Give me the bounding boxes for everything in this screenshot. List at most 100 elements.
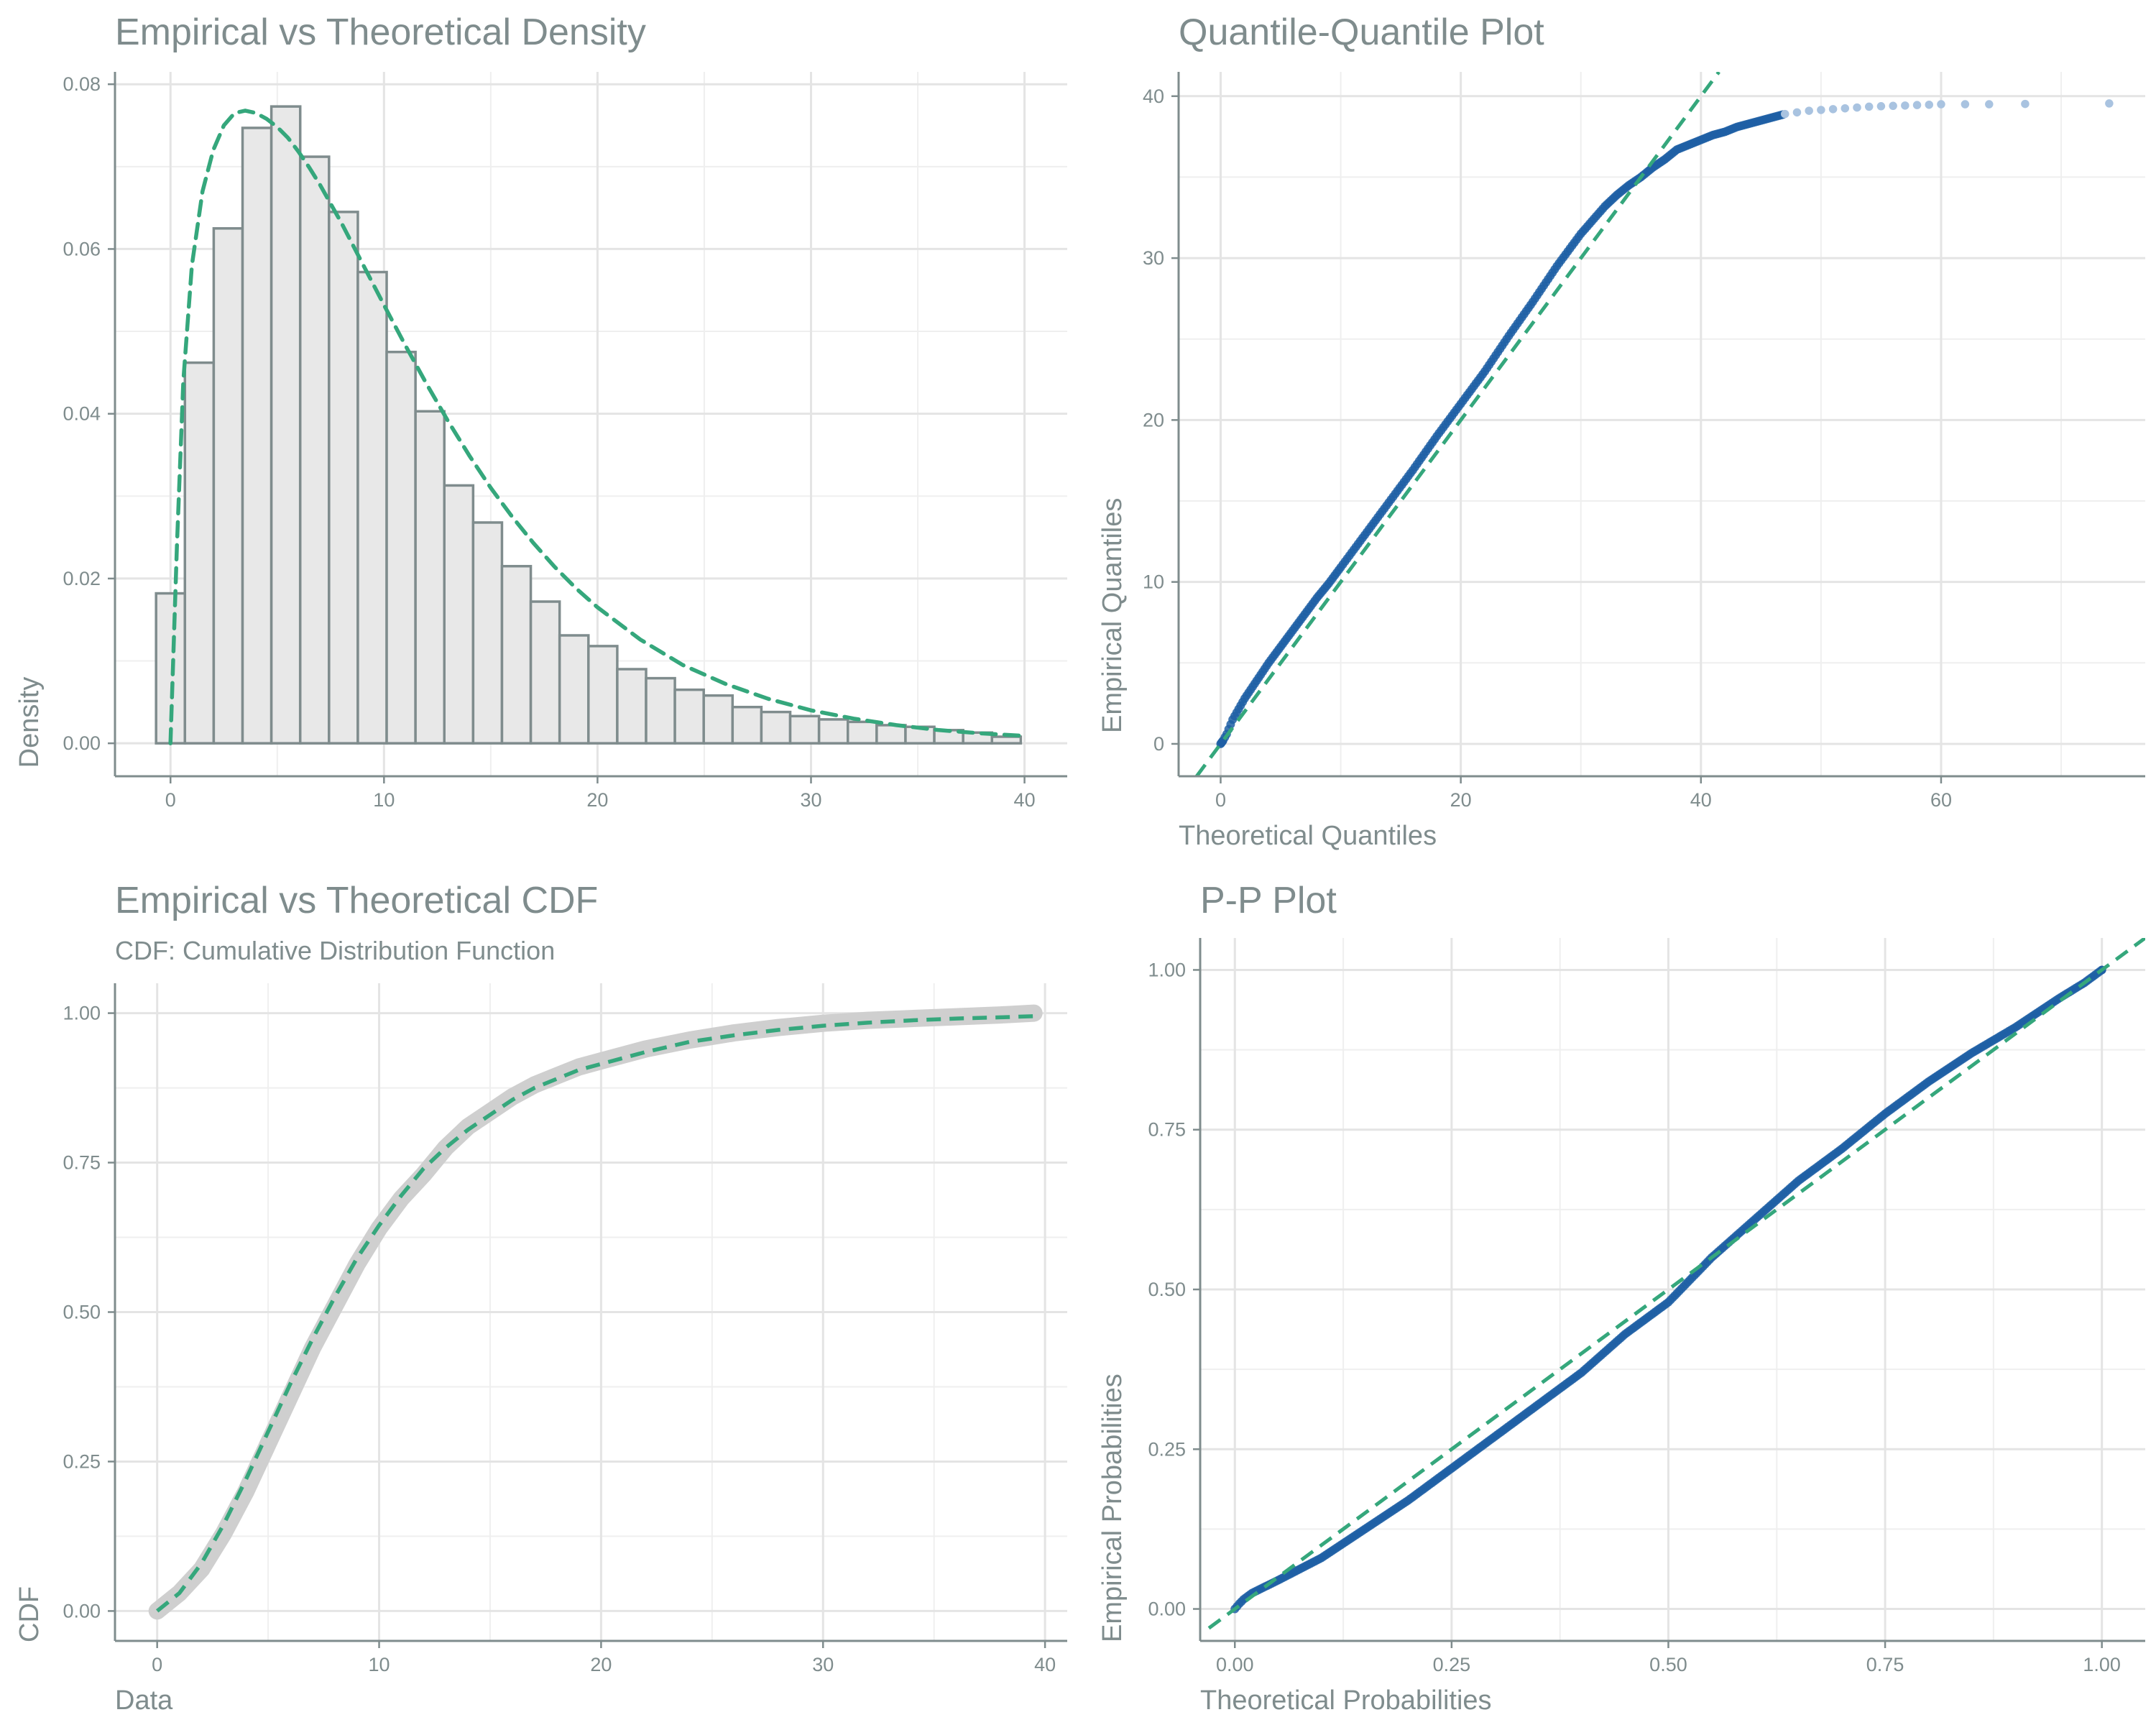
panel-density: Empirical vs Theoretical Density Density… <box>14 12 1067 811</box>
histogram-bar <box>414 410 446 745</box>
pp-x-tick-label: 0.00 <box>1216 1654 1254 1675</box>
qq-x-tick-label: 0 <box>1215 789 1226 811</box>
cdf-y-tick-label: 0.75 <box>63 1152 101 1174</box>
density-y-tick-label: 0.00 <box>63 732 101 754</box>
qq-point <box>2021 99 2030 109</box>
pp-title: P-P Plot <box>1200 880 1337 921</box>
histogram-bar <box>500 564 533 745</box>
histogram-bar <box>731 705 763 745</box>
cdf-y-tick-label: 0.25 <box>63 1450 101 1472</box>
density-x-tick-label: 0 <box>165 789 176 811</box>
pp-y-tick-label: 0.75 <box>1148 1119 1186 1141</box>
cdf-x-axis-title: Data <box>115 1685 173 1716</box>
density-x-tick-label: 40 <box>1014 789 1036 811</box>
qq-point <box>1889 101 1897 111</box>
histogram-bar <box>212 227 244 745</box>
density-x-tick-label: 20 <box>586 789 608 811</box>
qq-x-tick-label: 20 <box>1450 789 1472 811</box>
qq-y-tick-label: 20 <box>1143 409 1164 431</box>
qq-point <box>1792 108 1802 117</box>
cdf-x-tick-label: 0 <box>152 1654 162 1675</box>
cdf-y-tick-label: 0.50 <box>63 1302 101 1323</box>
histogram-bar <box>558 634 590 745</box>
histogram-bar <box>760 710 792 745</box>
qq-axes: 0 20 40 60 0 10 20 30 40 <box>1143 72 2145 811</box>
pp-x-tick-label: 0.25 <box>1433 1654 1471 1675</box>
density-y-tick-label: 0.06 <box>63 238 101 259</box>
cdf-y-tick-label: 0.00 <box>63 1600 101 1622</box>
histogram-bar <box>270 105 302 745</box>
cdf-marks <box>148 1004 1043 1620</box>
histogram-bar <box>183 361 216 745</box>
qq-point <box>1901 101 1909 110</box>
cdf-x-tick-label: 40 <box>1034 1654 1056 1675</box>
histogram-bar <box>817 718 849 745</box>
panel-qq: Quantile-Quantile Plot Theoretical Quant… <box>1097 12 2145 851</box>
density-fit-curve <box>168 109 1027 745</box>
panel-cdf: Empirical vs Theoretical CDF CDF: Cumula… <box>14 880 1067 1716</box>
density-axes: 0 10 20 30 40 0.00 0.02 0.04 0.06 0.08 <box>63 72 1067 811</box>
qq-point <box>1817 106 1825 114</box>
histogram-bar <box>990 735 1023 745</box>
histogram-bar <box>385 350 417 745</box>
histogram-bar <box>702 694 734 745</box>
pp-y-tick-label: 1.00 <box>1148 959 1186 980</box>
qq-point <box>1925 100 1934 109</box>
density-bars <box>155 105 1027 745</box>
histogram-bar <box>875 724 907 745</box>
qq-point <box>1805 106 1813 115</box>
qq-point <box>1864 102 1874 111</box>
density-y-axis-title: Density <box>14 677 45 768</box>
cdf-y-tick-label: 1.00 <box>63 1003 101 1024</box>
histogram-bar <box>356 270 388 745</box>
qq-y-tick-label: 40 <box>1143 86 1164 107</box>
qq-reference-line <box>1195 72 1720 776</box>
pp-y-tick-label: 0.00 <box>1148 1598 1186 1620</box>
qq-grid <box>1179 72 2145 776</box>
cdf-y-axis-title: CDF <box>14 1586 45 1642</box>
cdf-empirical-line <box>148 1004 1043 1620</box>
histogram-bar <box>529 600 561 745</box>
pp-grid <box>1200 938 2145 1641</box>
cdf-subtitle: CDF: Cumulative Distribution Function <box>115 936 555 965</box>
histogram-bar <box>846 720 878 745</box>
qq-point <box>1985 100 1994 109</box>
qq-y-tick-label: 0 <box>1153 733 1164 755</box>
pp-marks <box>1207 938 2145 1630</box>
qq-x-tick-label: 40 <box>1690 789 1712 811</box>
qq-point <box>1961 100 1970 109</box>
density-title: Empirical vs Theoretical Density <box>115 12 646 53</box>
cdf-title: Empirical vs Theoretical CDF <box>115 880 598 921</box>
cdf-x-tick-label: 10 <box>369 1654 390 1675</box>
panel-pp: P-P Plot Theoretical Probabilities Empir… <box>1097 880 2145 1716</box>
qq-x-axis-title: Theoretical Quantiles <box>1179 821 1437 851</box>
density-x-tick-label: 10 <box>373 789 395 811</box>
qq-point <box>1841 104 1850 113</box>
pp-x-tick-label: 1.00 <box>2083 1654 2121 1675</box>
cdf-axes: 0 10 20 30 40 0.00 0.25 0.50 0.75 1.00 <box>63 983 1067 1675</box>
cdf-grid <box>115 983 1067 1641</box>
qq-point <box>1912 101 1922 109</box>
histogram-bar <box>298 155 331 745</box>
qq-point <box>1853 103 1861 112</box>
qq-marks <box>1195 72 2114 776</box>
histogram-bar <box>241 126 273 745</box>
histogram-bar <box>645 676 676 745</box>
qq-y-axis-title: Empirical Quantiles <box>1097 498 1128 733</box>
qq-point <box>1937 100 1945 109</box>
density-y-tick-label: 0.04 <box>63 403 101 425</box>
pp-x-tick-label: 0.50 <box>1649 1654 1687 1675</box>
histogram-bar <box>328 211 359 745</box>
pp-reference-line <box>1207 938 2145 1630</box>
density-x-tick-label: 30 <box>800 789 821 811</box>
qq-y-tick-label: 10 <box>1143 571 1164 593</box>
histogram-bar <box>616 668 648 745</box>
histogram-bar <box>587 645 619 745</box>
pp-y-axis-title: Empirical Probabilities <box>1097 1374 1128 1642</box>
pp-axes: 0.00 0.25 0.50 0.75 1.00 0.00 0.25 0.50 0.75 1.00 <box>1148 938 2145 1675</box>
qq-x-tick-label: 60 <box>1930 789 1952 811</box>
cdf-x-tick-label: 20 <box>590 1654 612 1675</box>
density-y-tick-label: 0.08 <box>63 73 101 95</box>
histogram-bar <box>471 521 504 745</box>
